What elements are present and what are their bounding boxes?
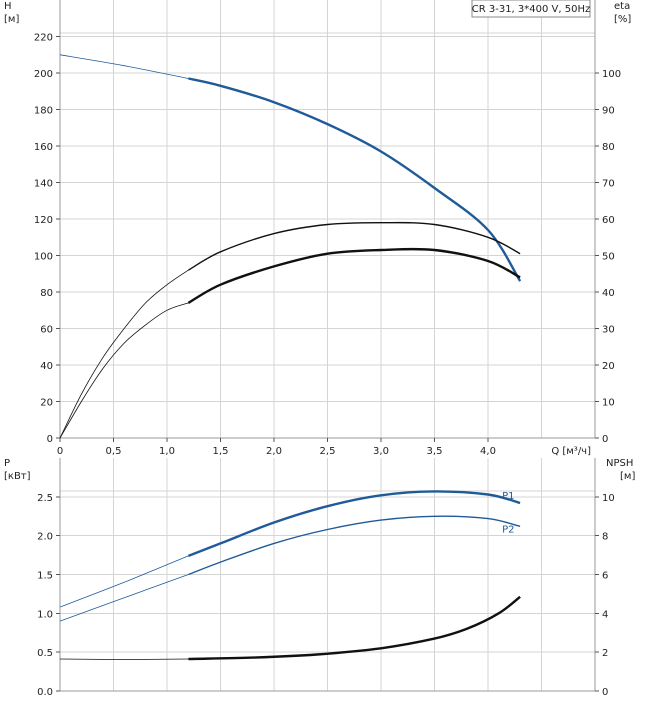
top-right-tick-label: 70 [602, 179, 615, 190]
top-left-tick-label: 20 [40, 398, 53, 409]
top-right-axis-unit: [%] [614, 14, 631, 25]
top-x-tick-label: 3,0 [373, 446, 389, 457]
top-x-tick-label: 1,5 [213, 446, 229, 457]
efficiency-curve-upper-thin [59, 269, 189, 439]
top-left-tick-label: 180 [34, 106, 53, 117]
top-right-axis-title: eta [614, 1, 630, 12]
bottom-left-tick-label: 0.0 [37, 687, 53, 698]
top-right-tick-label: 50 [602, 252, 615, 263]
top-x-tick-label: 2,5 [320, 446, 336, 457]
series-label-p1: P1 [502, 491, 514, 502]
head-curve-thin [59, 54, 189, 79]
series-label-p2: P2 [502, 524, 514, 535]
top-left-tick-label: 80 [40, 288, 53, 299]
bottom-left-tick-label: 0.5 [37, 648, 53, 659]
top-left-tick-label: 140 [34, 179, 53, 190]
bottom-left-axis-title: P [4, 458, 10, 469]
power-p1-curve-bold [187, 490, 521, 558]
top-left-tick-label: 60 [40, 325, 53, 336]
bottom-left-tick-label: 1.0 [37, 609, 53, 620]
grid-layer [56, 0, 599, 692]
power-p1-curve-thin [59, 555, 189, 608]
efficiency-curve-upper-bold [188, 221, 521, 271]
bottom-right-tick-label: 2 [602, 648, 608, 659]
text-layer: 0204060801001201401601802002200102030405… [4, 0, 635, 698]
top-left-tick-label: 100 [34, 252, 53, 263]
top-x-tick-label: 3,5 [427, 446, 443, 457]
top-right-tick-label: 10 [602, 398, 615, 409]
top-left-tick-label: 40 [40, 361, 53, 372]
top-right-tick-label: 20 [602, 361, 615, 372]
top-right-tick-label: 40 [602, 288, 615, 299]
top-left-tick-label: 0 [47, 434, 53, 445]
bottom-right-tick-label: 8 [602, 532, 608, 543]
bottom-right-axis-unit: [м] [620, 471, 635, 482]
bottom-left-tick-label: 1.5 [37, 571, 53, 582]
top-x-tick-label: 0 [57, 446, 63, 457]
bottom-right-tick-label: 10 [602, 493, 615, 504]
top-x-tick-label: 2,0 [266, 446, 282, 457]
power-p2-curve-bold [188, 515, 521, 576]
top-right-tick-label: 90 [602, 106, 615, 117]
top-right-tick-label: 100 [602, 69, 621, 80]
npsh-curve-thin [59, 658, 189, 660]
top-x-tick-label: 4,0 [480, 446, 496, 457]
npsh-curve-bold [188, 595, 521, 661]
efficiency-curve-lower-thin [59, 302, 189, 439]
top-left-axis-title: H [4, 1, 12, 12]
efficiency-curve-lower-bold [187, 247, 521, 304]
bottom-left-axis-unit: [кВт] [4, 471, 31, 482]
legend-box-text: CR 3-31, 3*400 V, 50Hz [472, 4, 590, 15]
bottom-left-tick-label: 2.5 [37, 493, 53, 504]
top-left-tick-label: 200 [34, 69, 53, 80]
bottom-left-tick-label: 2.0 [37, 532, 53, 543]
top-x-tick-label: 1,0 [159, 446, 175, 457]
top-right-tick-label: 0 [602, 434, 608, 445]
top-x-tick-label: 0,5 [106, 446, 122, 457]
top-left-tick-label: 120 [34, 215, 53, 226]
power-p2-curve-thin [59, 574, 189, 622]
top-left-tick-label: 160 [34, 142, 53, 153]
bottom-right-tick-label: 6 [602, 571, 608, 582]
top-right-tick-label: 80 [602, 142, 615, 153]
head-curve-bold [188, 77, 522, 282]
top-left-axis-unit: [м] [4, 14, 19, 25]
top-left-tick-label: 220 [34, 33, 53, 44]
top-x-axis-label: Q [м³/ч] [551, 446, 591, 457]
bottom-right-tick-label: 4 [602, 609, 608, 620]
bottom-right-tick-label: 0 [602, 687, 608, 698]
top-right-tick-label: 30 [602, 325, 615, 336]
legend-box [471, 0, 591, 18]
series-layer [59, 54, 522, 661]
top-right-tick-label: 60 [602, 215, 615, 226]
bottom-right-axis-title: NPSH [606, 458, 633, 469]
